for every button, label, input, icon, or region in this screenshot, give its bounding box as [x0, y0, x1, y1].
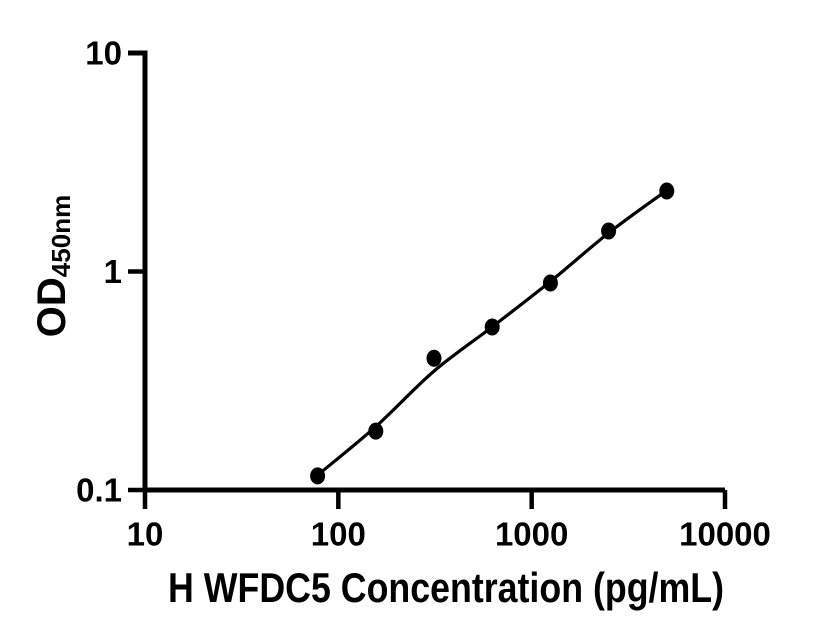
x-tick-label: 10000	[679, 516, 771, 553]
y-axis-title-main: OD	[30, 277, 74, 337]
data-point	[426, 349, 442, 367]
y-axis-title: OD450nm	[30, 195, 76, 337]
plot-series	[310, 182, 675, 485]
data-point	[310, 467, 326, 485]
data-point	[659, 182, 675, 200]
axis-frame	[128, 50, 725, 493]
data-point	[601, 222, 617, 240]
axes	[128, 50, 728, 509]
data-point	[368, 422, 384, 440]
x-tick-label: 100	[311, 516, 366, 553]
y-tick-label: 1	[104, 253, 122, 290]
data-point	[484, 318, 500, 336]
y-tick-label: 10	[85, 35, 122, 72]
x-tick-labels: 10 100 1000 10000	[127, 516, 771, 553]
y-axis-title-subscript: 450nm	[46, 195, 76, 277]
x-axis-title: H WFDC5 Concentration (pg/mL)	[168, 564, 724, 611]
data-point	[542, 274, 558, 292]
axis-tick-marks	[128, 50, 728, 509]
x-tick-label: 10	[127, 516, 164, 553]
y-tick-label: 0.1	[76, 472, 122, 509]
x-tick-label: 1000	[495, 516, 568, 553]
y-tick-labels: 0.1 1 10	[76, 35, 122, 509]
